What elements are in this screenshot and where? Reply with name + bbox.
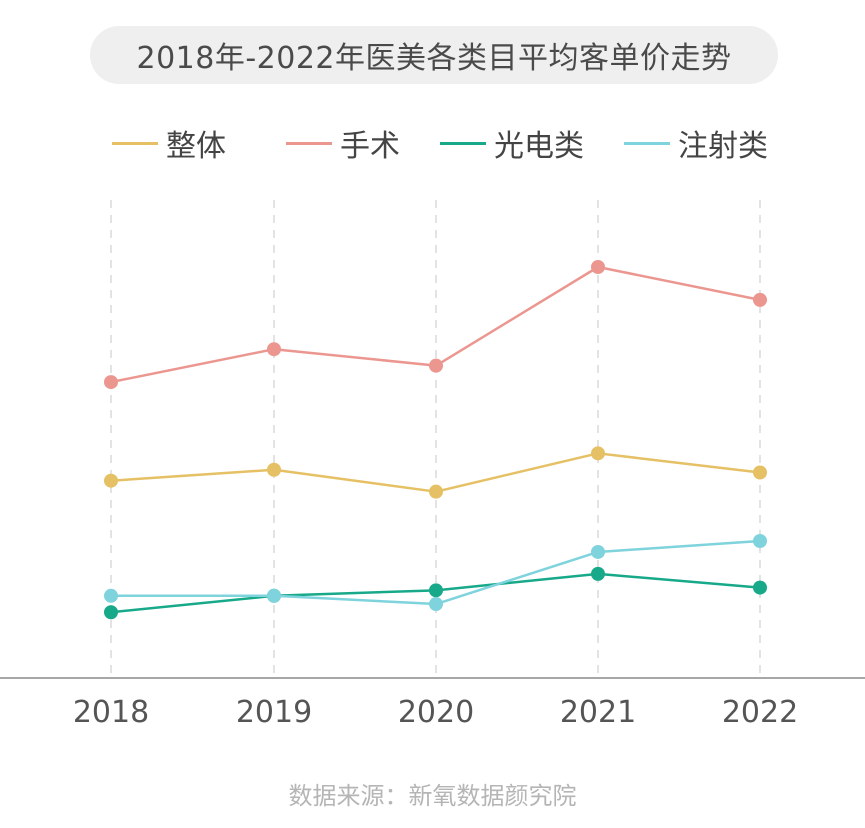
data-point-1-4	[753, 292, 767, 307]
x-tick-label-0: 2018	[73, 695, 149, 730]
data-point-0-2	[429, 484, 443, 499]
legend: 整体 手术 光电类 注射类	[0, 118, 865, 168]
legend-label-0: 整体	[166, 129, 226, 164]
legend-item-1: 手术	[286, 118, 400, 168]
data-point-3-3	[591, 544, 605, 559]
x-tick-label-1: 2019	[236, 695, 312, 730]
data-point-0-3	[591, 446, 605, 461]
data-point-2-3	[591, 566, 605, 581]
legend-item-3: 注射类	[624, 118, 768, 168]
data-point-2-0	[104, 605, 118, 620]
legend-label-2: 光电类	[494, 129, 584, 164]
data-point-1-3	[591, 260, 605, 274]
data-point-1-2	[429, 358, 443, 373]
data-point-3-4	[753, 534, 767, 548]
legend-label-3: 注射类	[678, 129, 768, 164]
data-point-2-2	[429, 583, 443, 598]
x-tick-label-4: 2022	[722, 695, 798, 730]
data-source-note: 数据来源：新氧数据颜究院	[288, 782, 577, 810]
data-point-0-0	[104, 473, 118, 488]
x-tick-label-2: 2020	[398, 695, 474, 730]
data-point-0-1	[267, 462, 281, 477]
legend-swatch-2	[440, 141, 486, 145]
chart-title-pill: 2018年-2022年医美各类目平均客单价走势	[90, 26, 778, 84]
legend-swatch-0	[112, 141, 158, 145]
legend-item-2: 光电类	[440, 118, 584, 168]
data-point-0-4	[753, 465, 767, 480]
chart-title: 2018年-2022年医美各类目平均客单价走势	[136, 41, 732, 76]
legend-swatch-1	[286, 141, 332, 145]
data-point-2-4	[753, 580, 767, 595]
data-point-1-1	[267, 342, 281, 357]
legend-label-1: 手术	[340, 129, 400, 164]
data-point-3-1	[267, 588, 281, 603]
x-tick-label-3: 2021	[560, 695, 636, 730]
legend-swatch-3	[624, 141, 670, 145]
data-point-1-0	[104, 375, 118, 390]
legend-item-0: 整体	[112, 118, 226, 168]
data-point-3-2	[429, 597, 443, 612]
data-point-3-0	[104, 588, 118, 603]
